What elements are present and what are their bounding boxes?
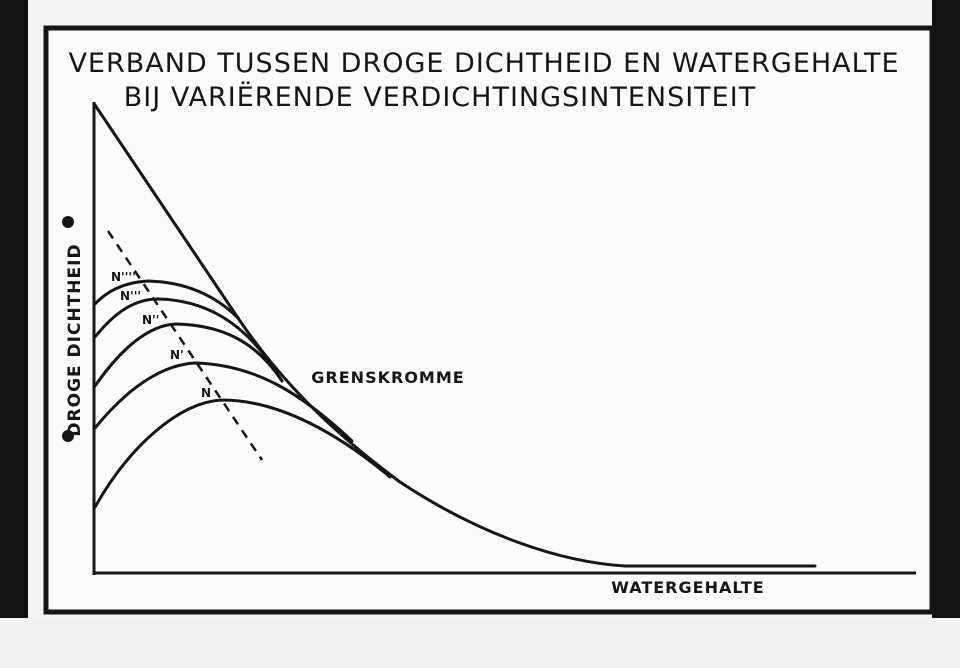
label-n: N (201, 386, 211, 400)
y-axis-label: DROGE DICHTHEID (65, 243, 85, 436)
x-axis-label: WATERGEHALTE (611, 578, 764, 597)
axis-label-dot-bottom (62, 430, 74, 442)
line-of-optimum (106, 230, 264, 461)
axis-label-dot-top (62, 216, 74, 228)
limit-curve (236, 316, 817, 568)
compaction-curve-n4 (93, 279, 240, 320)
label-n4: N'''' (111, 270, 136, 284)
frame (43, 25, 935, 615)
compaction-curve-n1 (93, 361, 354, 443)
slide-bottom-margin (0, 618, 960, 668)
compaction-curve-n (93, 398, 392, 509)
compaction-curve-n3 (93, 297, 270, 362)
label-n2: N'' (142, 313, 159, 327)
label-n3: N''' (120, 289, 141, 303)
saturation-line (93, 103, 240, 320)
limit-curve-label: GRENSKROMME (311, 368, 464, 387)
label-n1: N' (170, 348, 184, 362)
compaction-curve-n2 (93, 322, 284, 388)
title-line-1: VERBAND TUSSEN DROGE DICHTHEID EN WATERG… (68, 48, 899, 79)
title-line-2: BIJ VARIËRENDE VERDICHTINGSINTENSITEIT (124, 81, 756, 113)
